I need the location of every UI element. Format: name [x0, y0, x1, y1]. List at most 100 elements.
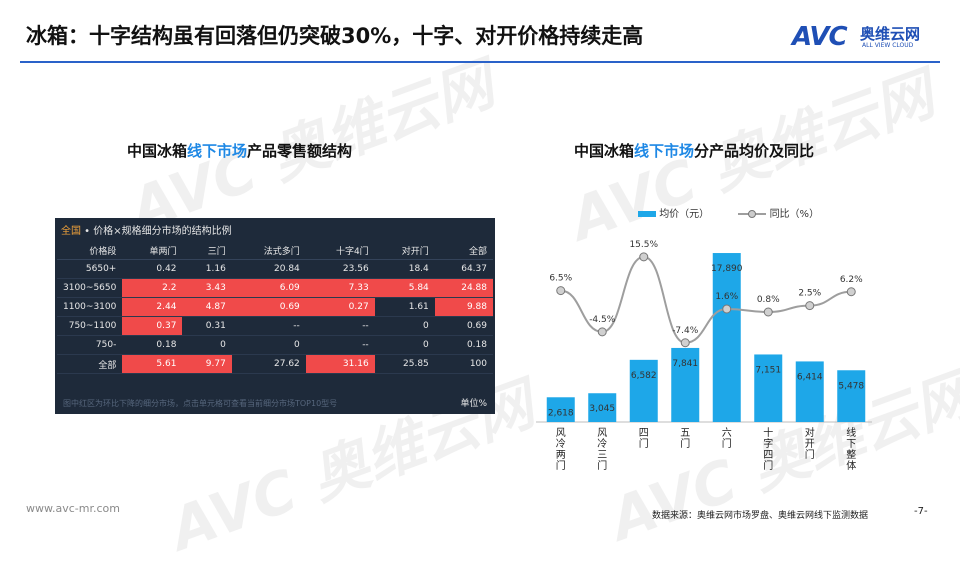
- table-cell[interactable]: 0: [374, 316, 435, 336]
- bar[interactable]: [629, 359, 658, 422]
- table-cell[interactable]: 6.09: [231, 278, 306, 298]
- table-cell[interactable]: 64.37: [434, 259, 493, 279]
- table-cell[interactable]: 0.27: [305, 297, 375, 317]
- row-label: 5650+: [57, 259, 123, 279]
- category-label: 体: [846, 460, 856, 472]
- yoy-point[interactable]: [680, 338, 690, 348]
- category-label: 六: [722, 427, 732, 439]
- table-cell[interactable]: 1.61: [374, 297, 435, 317]
- category-label: 门: [597, 459, 607, 472]
- table-cell[interactable]: 25.85: [374, 354, 435, 374]
- row-label: 750-: [57, 335, 123, 355]
- bar-value-label: 3,045: [589, 404, 615, 414]
- bar[interactable]: [754, 354, 783, 422]
- table-cell[interactable]: 27.62: [231, 354, 306, 374]
- table-cell[interactable]: 1.16: [182, 259, 232, 279]
- bar-value-label: 17,890: [711, 264, 743, 274]
- row-label: 750~1100: [57, 316, 123, 336]
- legend-line-label: 同比（%）: [769, 209, 820, 220]
- table-column-header: 十字4门: [305, 242, 375, 260]
- table-cell[interactable]: 0.42: [122, 259, 183, 279]
- bar[interactable]: [837, 370, 866, 422]
- table-cell[interactable]: 100: [434, 354, 493, 374]
- logo-mark: AVC: [792, 22, 848, 52]
- table-cell[interactable]: 0.69: [231, 297, 306, 317]
- yoy-point[interactable]: [846, 287, 856, 297]
- table-cell[interactable]: 2.44: [122, 297, 183, 317]
- category-label: 三: [597, 450, 607, 461]
- table-cell[interactable]: 0.69: [434, 316, 493, 336]
- table-column-header: 法式多门: [231, 242, 306, 260]
- bar[interactable]: [712, 253, 741, 422]
- table-cell[interactable]: 0.31: [182, 316, 232, 336]
- table-cell[interactable]: 4.87: [182, 297, 232, 317]
- table-cell[interactable]: 0.18: [434, 335, 493, 355]
- chart-legend: 均价（元） 同比（%）: [638, 205, 819, 220]
- table-cell[interactable]: 3.43: [182, 278, 232, 298]
- category-label: 线: [846, 426, 856, 439]
- row-label: 1100~3100: [57, 297, 123, 317]
- table-cell[interactable]: 9.88: [434, 297, 493, 317]
- table-cell[interactable]: 5.84: [374, 278, 435, 298]
- category-label: 风: [597, 427, 607, 439]
- bar[interactable]: [795, 361, 824, 422]
- table-column-header: 全部: [434, 242, 493, 260]
- table-cell[interactable]: 0: [182, 335, 232, 355]
- table-row: 750- 0.18 0 0 -- 0 0.18: [57, 335, 493, 355]
- table-column-header: 价格段: [57, 242, 123, 260]
- table-cell[interactable]: 9.77: [182, 354, 232, 374]
- table-cell[interactable]: 24.88: [434, 278, 493, 298]
- table-cell[interactable]: 0.37: [122, 316, 183, 336]
- price-chart: 均价（元） 同比（%） 2,618 风冷两门 3,045 风冷三门 6,582 四门 7,8…: [520, 195, 940, 485]
- category-label: 门: [805, 448, 815, 461]
- bar[interactable]: [546, 397, 575, 422]
- bar[interactable]: [588, 393, 617, 422]
- category-label: 门: [763, 459, 773, 472]
- slide: AVC 奥维云网 AVC 奥维云网 AVC 奥维云网 AVC 奥维云网 冰箱：十…: [20, 22, 960, 564]
- table-cell[interactable]: 23.56: [305, 259, 375, 279]
- category-label: 对: [805, 426, 815, 439]
- bar-value-label: 7,151: [755, 365, 781, 375]
- structure-table-panel: 全国 • 价格×规格细分市场的结构比例 价格段 单两门 三门 法式多门 十字4门 对开门全…: [55, 218, 495, 414]
- structure-table: 价格段 单两门 三门 法式多门 十字4门 对开门 全部 5650+ 0.42 1.16 20.84…: [57, 242, 493, 374]
- yoy-point[interactable]: [556, 286, 566, 296]
- table-cell[interactable]: 7.33: [305, 278, 375, 298]
- chart-canvas: 2,618风冷两门3,045风冷三门6,582四门7,841五门17,890六门…: [536, 240, 872, 472]
- yoy-point[interactable]: [722, 304, 732, 314]
- table-cell[interactable]: --: [231, 316, 306, 336]
- table-cell[interactable]: --: [305, 335, 375, 355]
- yoy-value-label: 15.5%: [629, 240, 658, 250]
- table-cell[interactable]: 0.18: [122, 335, 183, 355]
- data-source: 数据来源：奥维云网市场罗盘、奥维云网线下监测数据: [652, 511, 869, 521]
- legend-line-swatch: [738, 210, 767, 218]
- yoy-point[interactable]: [597, 327, 607, 337]
- yoy-point[interactable]: [639, 252, 649, 262]
- logo-cn: 奥维云网: [860, 25, 921, 43]
- yoy-point[interactable]: [805, 301, 815, 311]
- table-cell[interactable]: 20.84: [231, 259, 306, 279]
- bar-value-label: 5,478: [838, 381, 864, 391]
- table-cell[interactable]: 0: [231, 335, 306, 355]
- website-url[interactable]: www.avc-mr.com: [26, 502, 120, 515]
- table-cell[interactable]: 5.61: [122, 354, 183, 374]
- table-row: 5650+ 0.42 1.16 20.84 23.56 18.4 64.37: [57, 259, 493, 279]
- table-row: 750~1100 0.37 0.31 -- -- 0 0.69: [57, 316, 493, 336]
- table-cell[interactable]: 18.4: [374, 259, 435, 279]
- table-cell[interactable]: 2.2: [122, 278, 183, 298]
- yoy-value-label: 0.8%: [757, 295, 780, 305]
- category-label: 门: [680, 437, 690, 450]
- left-chart-title: 中国冰箱线下市场产品零售额结构: [127, 142, 353, 160]
- legend-bar-label: 均价（元）: [659, 209, 710, 220]
- table-cell[interactable]: 31.16: [305, 354, 375, 374]
- category-label: 门: [722, 437, 732, 450]
- row-label: 3100~5650: [57, 278, 123, 298]
- bar[interactable]: [671, 347, 700, 422]
- category-label: 两: [556, 450, 566, 461]
- table-column-header: 单两门: [122, 242, 183, 260]
- table-row: 1100~3100 2.44 4.87 0.69 0.27 1.61 9.88: [57, 297, 493, 317]
- yoy-point[interactable]: [763, 307, 773, 317]
- category-label: 冷: [556, 437, 566, 450]
- table-cell[interactable]: 0: [374, 335, 435, 355]
- bar-value-label: 6,582: [631, 371, 657, 381]
- table-cell[interactable]: --: [305, 316, 375, 336]
